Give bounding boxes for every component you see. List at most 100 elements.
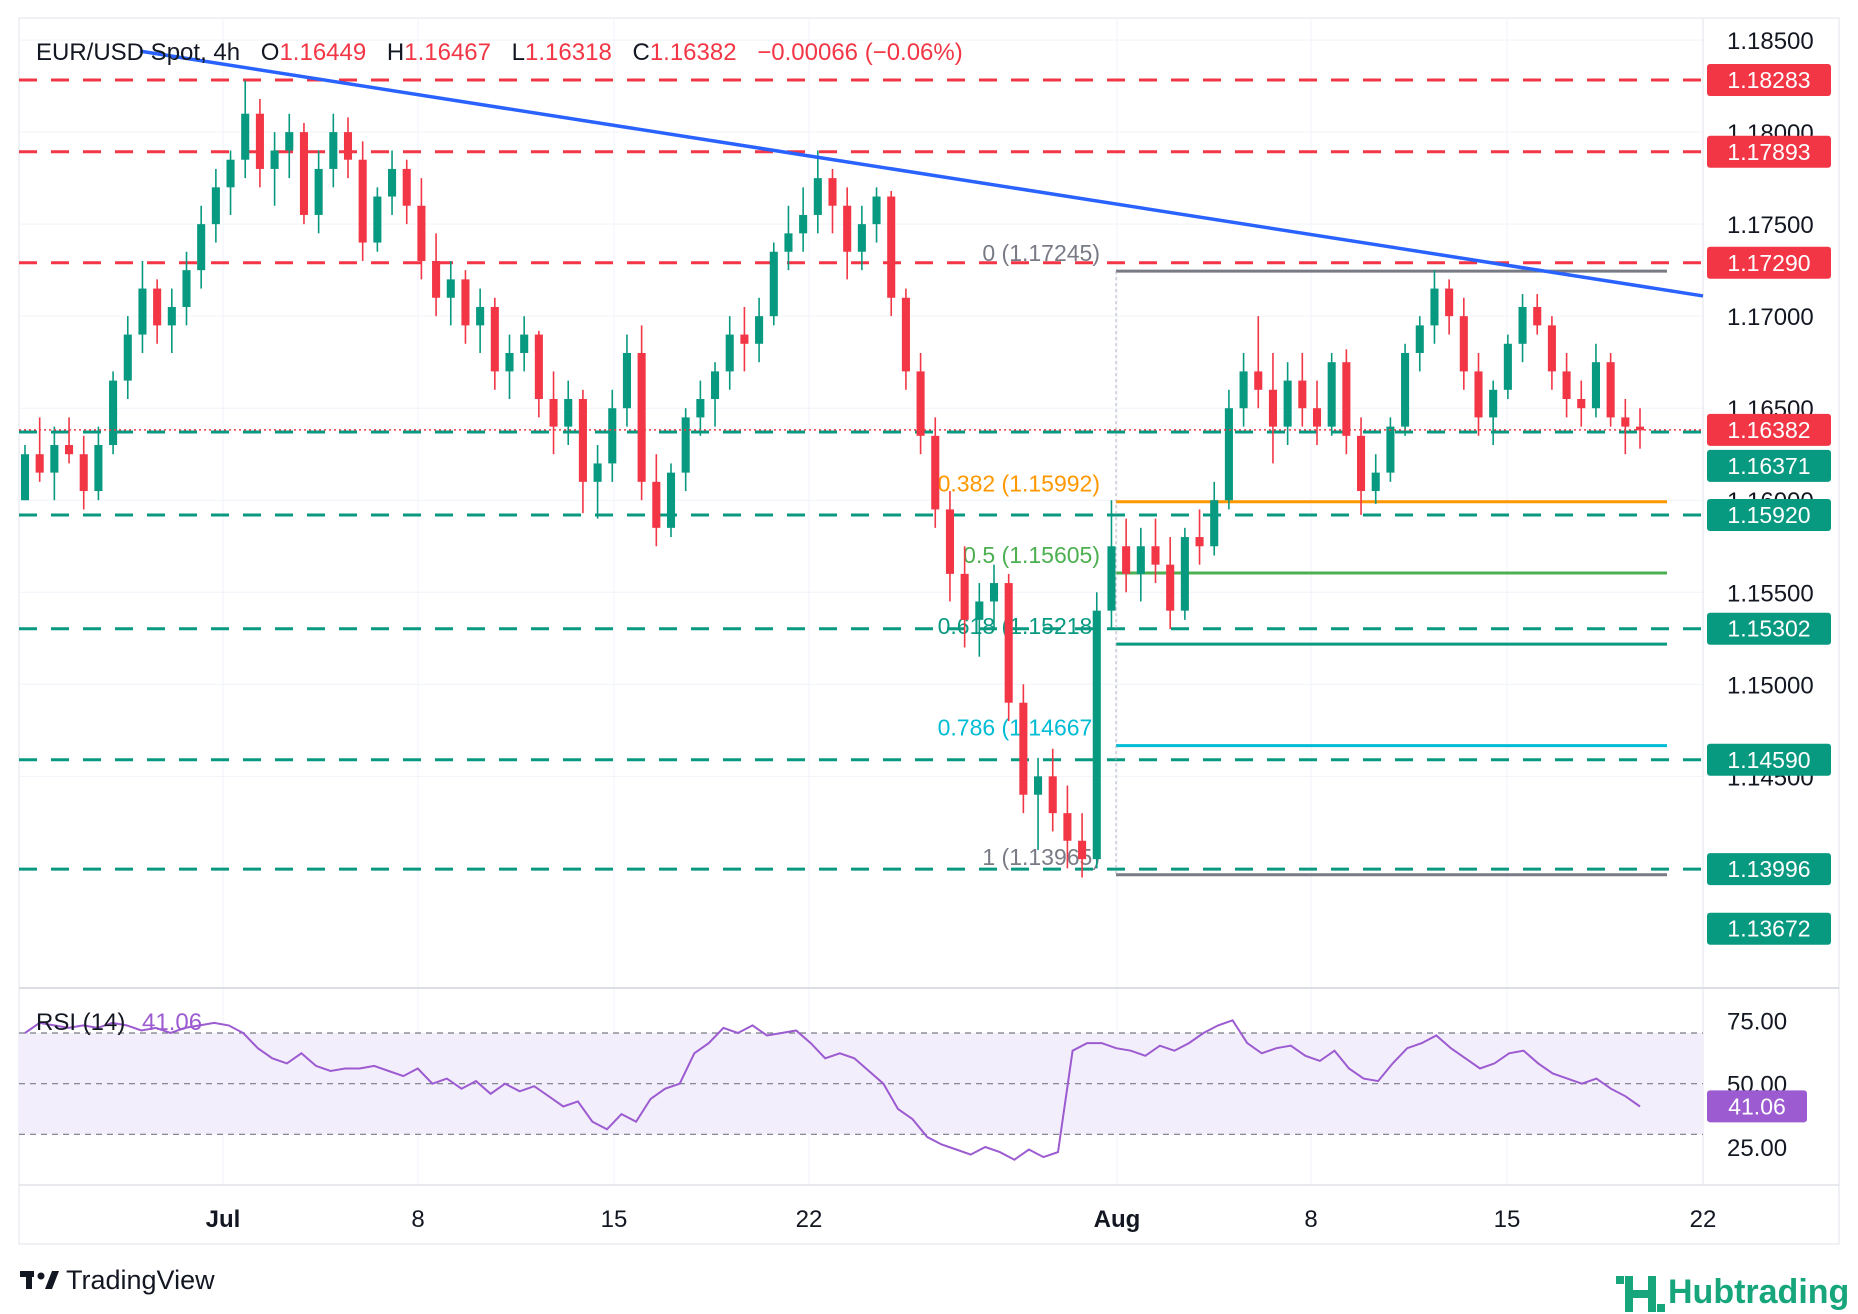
price-tag-text: 1.18283 <box>1727 67 1810 93</box>
time-tick-label: 8 <box>1304 1206 1317 1233</box>
candle-body <box>299 132 308 215</box>
price-tag-text: 1.15302 <box>1727 616 1810 642</box>
legend-close-value: 1.16382 <box>650 39 737 66</box>
candle-body <box>432 260 441 298</box>
candle-body <box>79 454 88 492</box>
time-tick-label: Jul <box>206 1206 241 1233</box>
candle-body <box>989 583 999 602</box>
fib-level-label: 0.382 (1.15992) <box>938 471 1100 497</box>
descending-trendline[interactable] <box>139 49 1704 298</box>
candle-body <box>1224 408 1233 501</box>
candle-body <box>1210 500 1219 547</box>
candle-body <box>65 445 74 455</box>
fib-level-label: 0.5 (1.15605) <box>963 542 1100 568</box>
candle-body <box>784 233 793 252</box>
time-tick-label: 8 <box>411 1206 424 1233</box>
rsi-title: RSI (14) <box>36 1009 125 1036</box>
price-tag-text: 1.16371 <box>1727 453 1810 479</box>
candle-body <box>1606 362 1615 418</box>
price-tick-label: 1.17500 <box>1727 212 1814 239</box>
candle-body <box>1004 583 1013 703</box>
candle-body <box>1166 564 1175 611</box>
candle-body <box>476 306 485 326</box>
candle-body <box>681 417 690 473</box>
candle-body <box>123 334 132 381</box>
candle-body <box>1577 399 1586 409</box>
tradingview-brand: TradingView <box>66 1265 215 1295</box>
level-price-tag: 1.13672 <box>1707 912 1831 945</box>
time-axis: Jul 8 15 22 Aug 8 15 22 <box>206 1206 1717 1233</box>
legend-separator: , <box>200 39 213 66</box>
candle-body <box>50 445 59 473</box>
rsi-line[interactable] <box>24 1019 1641 1161</box>
candle-body <box>799 214 808 234</box>
candle-body <box>549 399 558 427</box>
candle-body <box>1357 435 1366 492</box>
candle-body <box>652 481 661 528</box>
candle-body <box>94 445 103 492</box>
candle-body <box>417 205 426 261</box>
candle-body <box>608 408 617 464</box>
candle-body <box>167 306 176 326</box>
candle-body <box>1078 840 1087 860</box>
candle-body <box>1459 316 1468 372</box>
candle-body <box>1386 426 1395 473</box>
last-price-tag: 1.16382 <box>1707 413 1831 446</box>
candle-body <box>755 316 764 344</box>
price-tag-text: 1.16382 <box>1727 417 1810 443</box>
candle-body <box>197 224 206 271</box>
candle-body <box>813 178 822 215</box>
candle-body <box>1415 325 1424 353</box>
legend-high-value: 1.16467 <box>404 39 491 66</box>
candle-body <box>1034 776 1043 795</box>
candle-body <box>109 380 118 446</box>
candle-body <box>1239 371 1248 409</box>
price-tag-text: 1.13672 <box>1727 916 1810 942</box>
candle-body <box>1562 371 1571 400</box>
candle-body <box>1092 610 1101 860</box>
candle-body <box>388 168 397 197</box>
candle-body <box>1298 380 1307 409</box>
candle-body <box>887 196 896 298</box>
candlestick-series <box>20 80 1645 878</box>
hubtrading-brand: Hubtrading <box>1668 1273 1849 1311</box>
candle-body <box>1254 371 1263 390</box>
price-tag-text: 1.13996 <box>1727 856 1810 882</box>
candle-body <box>1195 537 1204 547</box>
fib-level-label: 0 (1.17245) <box>982 240 1100 266</box>
price-tick-label: 1.15500 <box>1727 580 1814 607</box>
candle-body <box>1635 426 1645 431</box>
candle-body <box>945 509 954 574</box>
rsi-tag-text: 41.06 <box>1728 1093 1786 1119</box>
candle-body <box>505 352 514 372</box>
candle-body <box>901 297 910 372</box>
candle-body <box>285 132 294 151</box>
price-tick-label: 1.17000 <box>1727 304 1814 331</box>
level-price-tag: 1.15920 <box>1707 498 1831 531</box>
price-tags: 1.18283 1.17893 1.17290 1.16382 1.16371 1.159… <box>1707 64 1831 945</box>
candle-body <box>373 196 382 243</box>
candle-body <box>1019 702 1028 795</box>
candle-body <box>1107 546 1116 611</box>
candle-body <box>358 159 367 243</box>
hubtrading-logo-icon <box>1616 1276 1665 1312</box>
candle-body <box>1327 362 1336 427</box>
candle-body <box>1533 306 1542 326</box>
candle-body <box>1518 306 1527 344</box>
candle-body <box>446 279 455 298</box>
candle-body <box>828 178 837 206</box>
rsi-tick-label: 75.00 <box>1727 1008 1787 1035</box>
candle-body <box>1283 380 1292 427</box>
candle-body <box>1489 389 1498 418</box>
candle-body <box>843 205 852 252</box>
candle-body <box>1445 288 1454 317</box>
time-tick-label: 22 <box>796 1206 823 1233</box>
candle-body <box>931 435 940 510</box>
candle-body <box>960 573 969 620</box>
candle-body <box>182 270 191 307</box>
candle-body <box>343 132 353 160</box>
fib-level-label: 0.786 (1.14667) <box>938 715 1100 741</box>
candle-body <box>1503 343 1512 390</box>
